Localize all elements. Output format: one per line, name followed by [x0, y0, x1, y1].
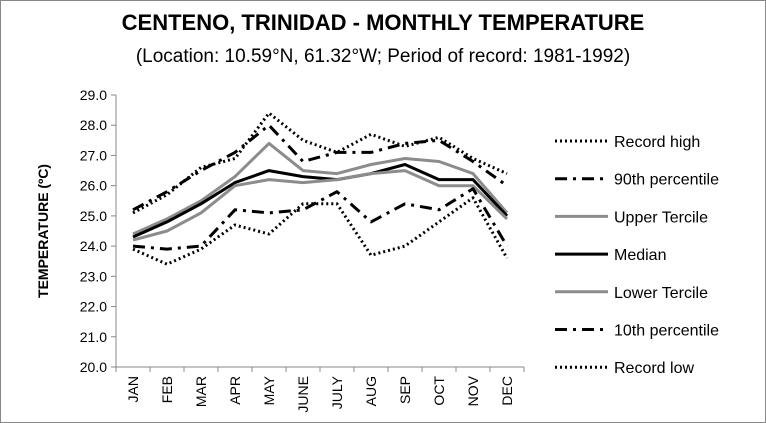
series-line-median: [132, 163, 509, 239]
x-tick-label: JUNE: [295, 376, 311, 413]
x-tick-label: FEB: [159, 376, 175, 403]
y-tick-label: 24.0: [80, 238, 107, 254]
y-tick-label: 23.0: [80, 268, 107, 284]
x-tick-label: JULY: [329, 375, 345, 409]
y-tick-label: 21.0: [80, 329, 107, 345]
chart-subtitle: (Location: 10.59°N, 61.32°W; Period of r…: [136, 46, 630, 67]
x-tick-label: MAR: [193, 376, 209, 407]
y-tick-label: 22.0: [80, 299, 107, 315]
series-line-90th-percentile: [132, 123, 508, 212]
series-line-lower-tercile: [132, 169, 509, 242]
legend-label-90th-percentile: 90th percentile: [614, 172, 719, 189]
series-line-upper-tercile: [132, 141, 509, 236]
series-line-record-high: [132, 111, 508, 215]
x-tick-label: DEC: [499, 376, 515, 406]
legend-label-record-low: Record low: [614, 360, 694, 377]
legend-label-record-high: Record high: [614, 134, 700, 151]
x-tick-label: SEP: [397, 376, 413, 404]
x-tick-label: AUG: [363, 376, 379, 406]
legend-label-lower-tercile: Lower Tercile: [614, 285, 708, 302]
x-tick-label: APR: [227, 376, 243, 405]
legend: Record high 90th percentile Upper Tercile M…: [555, 134, 719, 377]
x-tick-label: OCT: [431, 376, 447, 406]
chart-title: CENTENO, TRINIDAD - MONTHLY TEMPERATURE: [122, 10, 645, 35]
y-tick-label: 20.0: [80, 359, 107, 375]
x-tick-label: MAY: [261, 375, 277, 405]
series-line-record-low: [132, 196, 509, 266]
x-tick-label: NOV: [465, 375, 481, 406]
legend-label-median: Median: [614, 247, 666, 264]
plot-area: 20.0 21.0 22.0 23.0 24.0 25.0 26.0 27.0 28.0 29.0…: [80, 87, 525, 413]
legend-label-upper-tercile: Upper Tercile: [614, 209, 708, 226]
series-line-10th-percentile: [132, 187, 509, 251]
legend-label-10th-percentile: 10th percentile: [614, 323, 719, 340]
y-tick-label: 25.0: [80, 208, 107, 224]
x-tick-label: JAN: [125, 376, 141, 402]
y-axis-label: TEMPERATURE (ºC): [35, 164, 51, 298]
y-tick-label: 29.0: [80, 87, 107, 103]
y-tick-label: 28.0: [80, 117, 107, 133]
y-tick-label: 27.0: [80, 147, 107, 163]
y-tick-label: 26.0: [80, 178, 107, 194]
